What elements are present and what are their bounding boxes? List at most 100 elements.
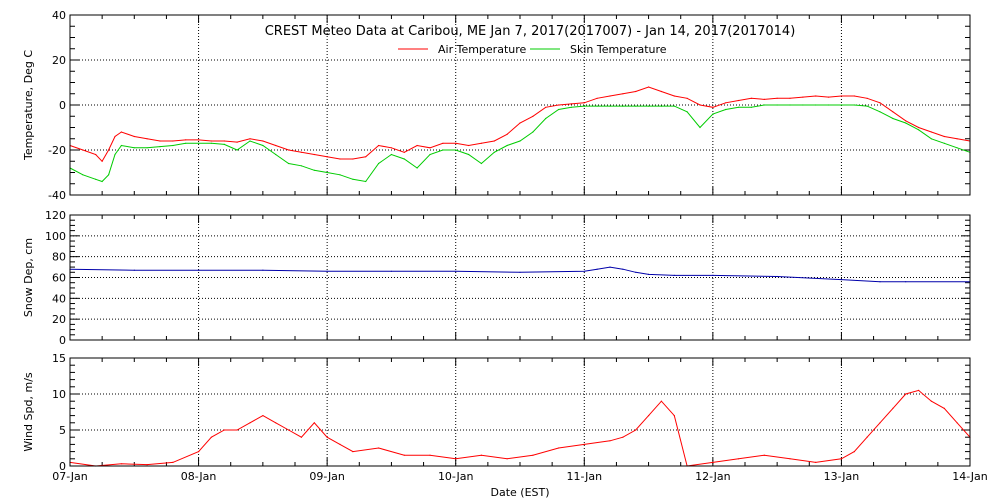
data-point: [789, 458, 791, 460]
data-point: [673, 274, 675, 276]
data-point: [133, 147, 135, 149]
data-point: [339, 443, 341, 445]
data-point: [648, 105, 650, 107]
y-tick-label: 100: [45, 230, 66, 243]
data-point: [802, 104, 804, 106]
data-point: [712, 106, 714, 108]
data-point: [468, 153, 470, 156]
data-point: [763, 98, 765, 100]
data-point: [198, 142, 200, 144]
data-point: [120, 144, 122, 147]
data-point: [622, 93, 624, 95]
y-tick-label: -40: [48, 189, 66, 202]
data-point: [956, 422, 958, 424]
data-point: [635, 105, 637, 107]
data-point: [506, 133, 508, 135]
data-point: [763, 104, 765, 106]
data-point: [262, 140, 264, 142]
legend-entry: Skin Temperature: [570, 43, 667, 56]
data-point: [236, 141, 238, 143]
data-point: [532, 115, 534, 117]
data-point: [429, 454, 431, 456]
data-point: [275, 153, 277, 156]
plot-frame: [69, 214, 971, 341]
data-point: [622, 436, 624, 438]
series-line: [69, 104, 971, 183]
data-point: [378, 144, 380, 147]
y-tick-label: 40: [52, 9, 66, 22]
y-axis-label: Snow Dep, cm: [22, 238, 35, 317]
data-point: [326, 436, 328, 438]
y-tick-label: 20: [52, 54, 66, 67]
data-point: [95, 153, 97, 156]
data-point: [120, 131, 122, 133]
data-point: [390, 270, 392, 272]
data-point: [622, 105, 624, 107]
data-point: [262, 269, 264, 271]
data-point: [210, 142, 212, 144]
data-point: [763, 454, 765, 456]
data-point: [223, 140, 225, 142]
data-point: [313, 422, 315, 424]
data-point: [114, 135, 116, 138]
data-point: [866, 97, 868, 99]
x-tick-label: 13-Jan: [824, 470, 860, 483]
data-point: [879, 281, 881, 283]
data-point: [930, 138, 933, 140]
data-point: [918, 129, 920, 131]
data-point: [725, 108, 727, 111]
data-point: [930, 400, 933, 402]
data-point: [815, 95, 817, 97]
data-point: [198, 139, 200, 141]
data-point: [930, 131, 933, 133]
data-point: [673, 95, 675, 97]
data-point: [905, 281, 907, 283]
data-point: [840, 279, 843, 281]
data-point: [114, 153, 116, 156]
data-point: [545, 117, 547, 120]
data-point: [686, 111, 688, 113]
data-point: [905, 122, 907, 124]
data-point: [558, 104, 560, 106]
data-point: [159, 140, 161, 142]
data-point: [853, 104, 855, 106]
data-point: [326, 171, 328, 174]
y-axis-label: Temperature, Deg C: [22, 50, 35, 161]
data-point: [892, 117, 894, 120]
data-point: [648, 86, 650, 88]
data-point: [583, 270, 585, 272]
data-point: [956, 138, 958, 140]
y-tick-label: 80: [52, 251, 66, 264]
data-point: [185, 139, 187, 141]
data-point: [583, 443, 585, 445]
x-tick-label: 11-Jan: [567, 470, 603, 483]
chart-title: CREST Meteo Data at Caribou, ME Jan 7, 2…: [265, 24, 796, 39]
data-point: [828, 96, 830, 98]
x-tick-label: 08-Jan: [181, 470, 217, 483]
data-point: [288, 429, 290, 431]
data-point: [236, 149, 238, 151]
y-axis-label: Wind Spd, m/s: [22, 372, 35, 452]
data-point: [506, 144, 508, 147]
data-point: [339, 174, 341, 176]
data-point: [776, 275, 778, 278]
data-point: [879, 111, 881, 113]
data-point: [596, 105, 598, 107]
data-point: [853, 451, 855, 453]
data-point: [918, 389, 920, 391]
data-point: [455, 458, 457, 460]
data-point: [609, 266, 611, 268]
data-point: [943, 135, 945, 138]
data-point: [789, 104, 791, 106]
data-point: [108, 149, 110, 151]
data-point: [609, 440, 611, 442]
series-line: [69, 266, 970, 283]
data-point: [101, 180, 103, 183]
legend-entry: Air Temperature: [438, 43, 527, 56]
y-tick-label: 0: [59, 99, 66, 112]
data-point: [570, 103, 573, 105]
y-tick-label: 0: [59, 334, 66, 347]
data-point: [82, 149, 84, 151]
data-point: [519, 122, 521, 124]
data-point: [519, 140, 521, 142]
